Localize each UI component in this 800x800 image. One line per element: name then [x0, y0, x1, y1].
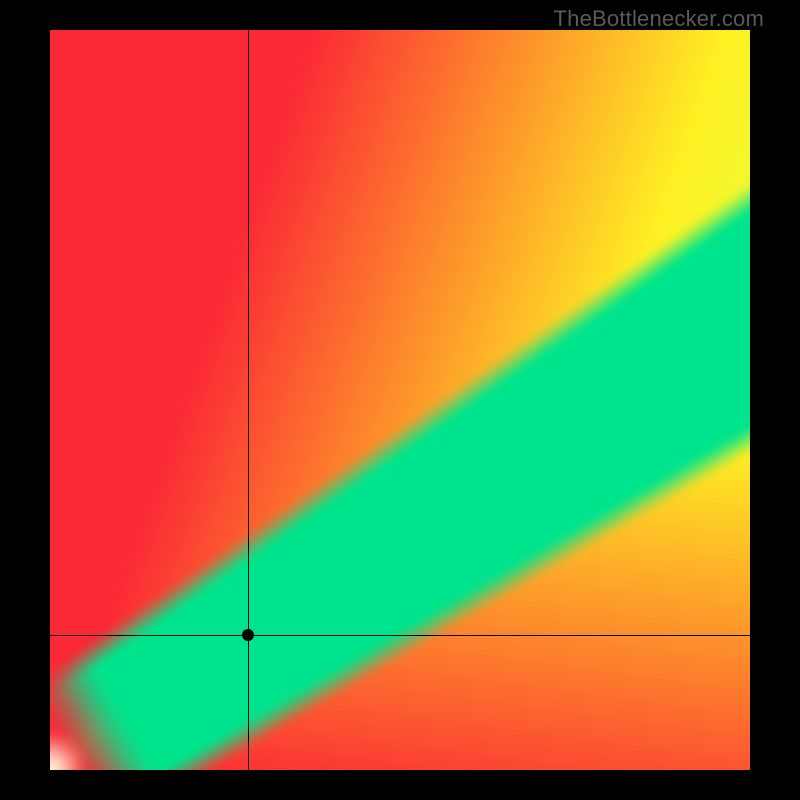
crosshair-horizontal — [50, 635, 750, 636]
heatmap-canvas — [50, 30, 750, 770]
plot-area — [50, 30, 750, 770]
crosshair-vertical — [248, 30, 249, 770]
watermark-text: TheBottlenecker.com — [554, 6, 764, 32]
crosshair-marker — [242, 629, 254, 641]
